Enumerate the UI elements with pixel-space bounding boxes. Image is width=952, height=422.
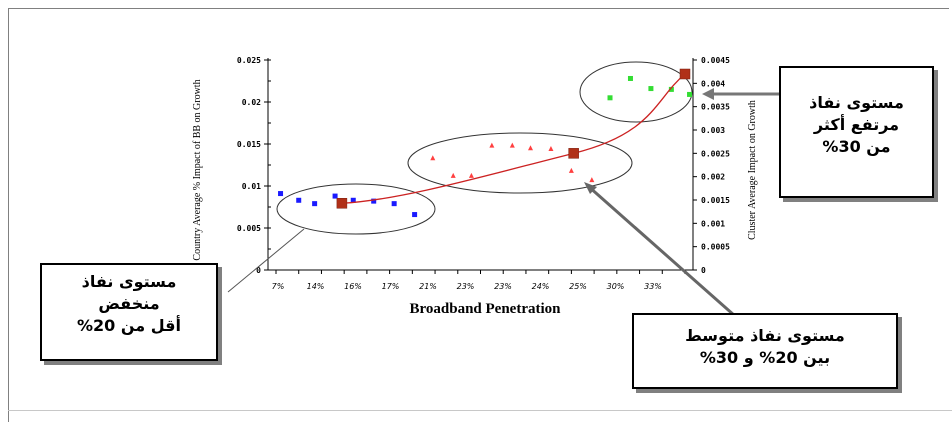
x-axis-ticks: 7% 14% 16% 17% 21% 23% 23% 24% 25% 30% 33% [272,270,686,291]
x-tick-label: 33% [644,282,662,291]
callout-high-line-3: من 30% [822,137,891,156]
x-tick-label: 17% [382,282,400,291]
data-point [509,142,515,148]
x-tick-label: 30% [607,282,625,291]
data-point [296,197,302,203]
data-point [589,177,595,183]
callout-pointers [227,88,779,318]
cluster-average-point [679,68,691,80]
right-tick-label: 0.0005 [701,243,730,252]
callout-medium-line-1: مستوى نفاذ متوسط [685,326,845,345]
data-point [527,145,533,151]
x-tick-label: 23% [494,282,512,291]
right-tick-label: 0.004 [701,79,725,88]
left-tick-label: 0.025 [237,56,261,65]
trend-line [336,68,691,209]
left-tick-label: 0.01 [242,182,261,191]
data-point [668,86,674,92]
cluster-ellipse-low [276,183,436,235]
left-tick-label: 0.005 [237,224,261,233]
callout-high-penetration: مستوى نفاذ مرتفع أكثر من 30% [779,66,934,198]
cluster-average-point [336,198,348,209]
right-tick-label: 0.0035 [701,103,730,112]
data-point [450,172,456,178]
callout-high-line-1: مستوى نفاذ [809,93,904,112]
right-tick-label: 0.0045 [701,56,730,65]
x-tick-label: 16% [344,282,362,291]
data-point [312,201,318,207]
x-tick-label: 14% [307,282,325,291]
x-tick-label: 21% [419,282,437,291]
data-point [687,91,693,97]
right-tick-label: 0.003 [701,126,725,135]
data-point [648,86,654,92]
right-tick-label: 0.0025 [701,149,730,158]
right-tick-label: 0 [701,266,706,275]
callout-low-line-2: منخفض [98,294,160,313]
trend-curve [341,73,686,204]
callout-low-line-1: مستوى نفاذ [81,272,177,291]
data-points [278,75,693,218]
x-axis-label: Broadband Penetration [410,301,562,317]
x-tick-label: 23% [457,282,475,291]
callout-low-penetration: مستوى نفاذ منخفض أقل من 20% [40,263,218,361]
data-point [430,155,436,161]
data-point [548,146,554,152]
cluster-average-point [568,148,579,159]
callout-low-line-3: أقل من 20% [77,316,181,335]
data-point [607,95,613,101]
figure-frame [8,8,949,422]
pointer-medium [587,184,736,318]
y-axis-right-label: Cluster Average Impact on Growth [747,100,758,240]
x-tick-label: 25% [569,282,587,291]
data-point [371,198,377,204]
y-axis-left-label: Country Average % Impact of BB on Growth [192,79,203,260]
right-tick-label: 0.001 [701,219,725,228]
data-point [350,197,356,203]
left-axis-ticks: 0 0.005 0.01 0.015 0.02 0.025 [237,56,271,275]
data-point [391,201,397,207]
data-point [489,142,495,148]
left-tick-label: 0.02 [242,98,261,107]
right-axis-ticks: 0 0.0005 0.001 0.0015 0.002 0.0025 0.003 0.0035… [693,56,730,275]
data-point [332,193,338,199]
data-point [468,172,474,178]
x-tick-label: 24% [532,282,550,291]
axes [267,58,694,271]
cluster-ellipse-high [579,61,693,123]
x-tick-label: 7% [272,282,285,291]
right-tick-label: 0.002 [701,173,725,182]
callout-medium-penetration: مستوى نفاذ متوسط بين 20% و 30% [632,313,898,389]
data-point [568,167,574,173]
figure-bottom-rule [8,410,952,411]
right-tick-label: 0.0015 [701,196,730,205]
left-tick-label: 0.015 [237,140,261,149]
pointer-low [227,228,305,293]
cluster-ellipse-medium [407,132,633,194]
data-point [412,212,418,218]
callout-high-line-2: مرتفع أكثر [813,115,900,134]
left-tick-label: 0 [256,266,261,275]
data-point [278,191,284,197]
pointer-medium-arrowhead [584,182,597,194]
callout-medium-line-2: بين 20% و 30% [699,348,831,367]
data-point [627,75,633,81]
pointer-high-arrowhead [702,88,714,100]
